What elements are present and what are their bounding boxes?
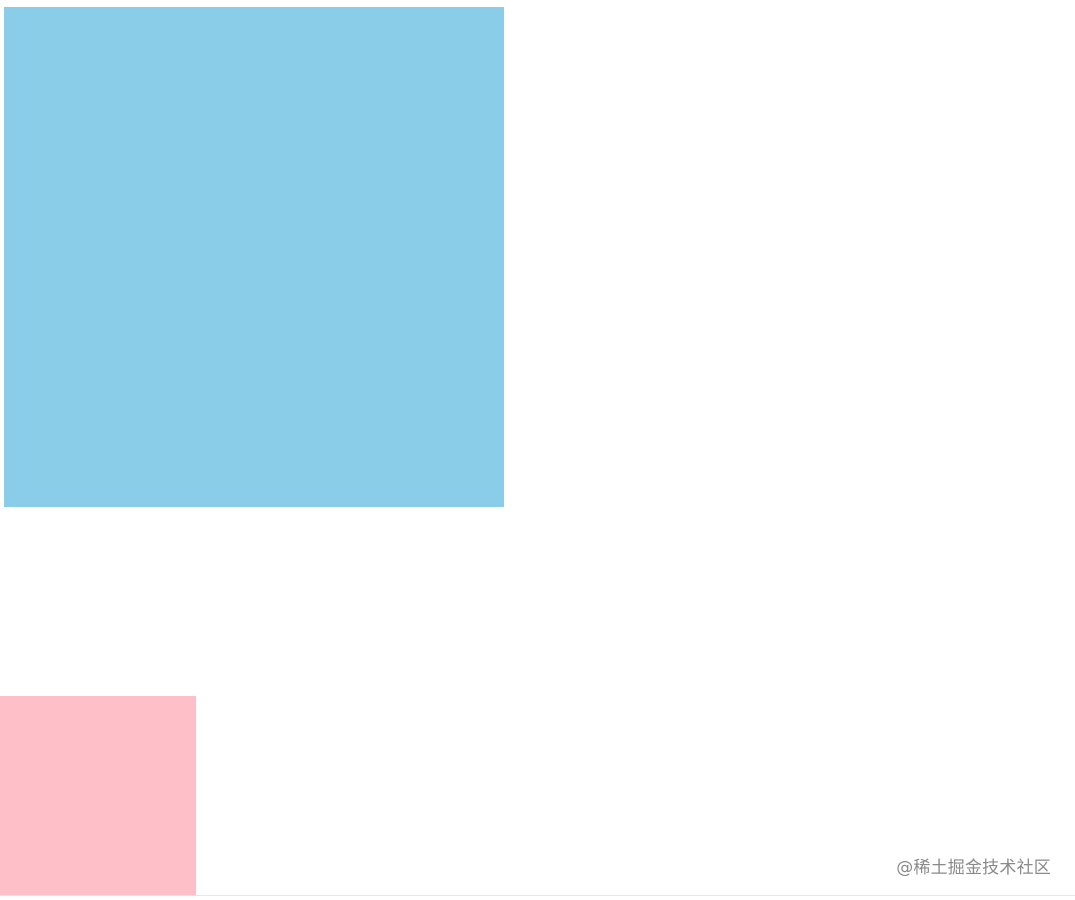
- watermark-text: @稀土掘金技术社区: [896, 858, 1051, 878]
- pink-square: [0, 696, 196, 896]
- bottom-divider: [0, 895, 1075, 896]
- blue-square: [4, 7, 504, 507]
